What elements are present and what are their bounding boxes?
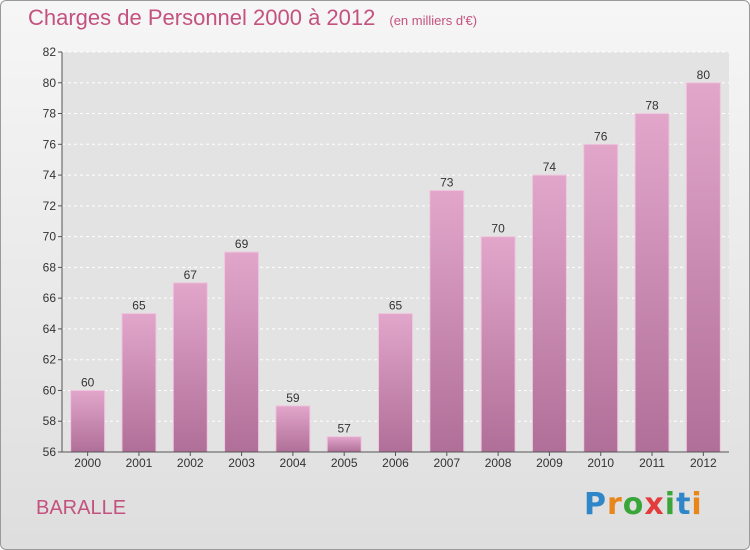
- x-tick-label-2011: 2011: [639, 456, 665, 470]
- x-tick-label-2004: 2004: [280, 456, 307, 470]
- bar-2005: [326, 436, 362, 453]
- bar-2010: [583, 143, 619, 453]
- data-label-2009: 74: [543, 160, 557, 174]
- data-label-2011: 78: [645, 99, 659, 113]
- bar-2002: [172, 282, 208, 453]
- data-label-2001: 65: [132, 299, 146, 313]
- data-label-2007: 73: [440, 175, 454, 189]
- logo-letter: o: [622, 487, 645, 522]
- y-tick-label-60: 60: [43, 383, 57, 397]
- bar-2000: [70, 389, 106, 453]
- x-tick-label-2012: 2012: [690, 456, 717, 470]
- y-tick-label-70: 70: [43, 230, 57, 244]
- y-tick-label-56: 56: [43, 445, 57, 459]
- logo-letter: i: [664, 487, 677, 522]
- y-tick-label-66: 66: [43, 291, 57, 305]
- title-text: Charges de Personnel 2000 à 2012: [28, 5, 376, 30]
- proxiti-logo: Proxiti: [584, 487, 703, 522]
- y-tick-label-68: 68: [43, 260, 57, 274]
- x-tick-label-2007: 2007: [433, 456, 460, 470]
- x-tick-label-2006: 2006: [382, 456, 409, 470]
- data-label-2006: 65: [389, 299, 403, 313]
- bar-2009: [531, 174, 567, 453]
- y-tick-label-58: 58: [43, 414, 57, 428]
- x-tick-label-2000: 2000: [74, 456, 101, 470]
- logo-letter: r: [607, 487, 623, 522]
- bars: [70, 82, 721, 453]
- y-tick-label-74: 74: [43, 168, 57, 182]
- bar-2004: [275, 405, 311, 453]
- data-label-2010: 76: [594, 129, 608, 143]
- logo-letter: i: [691, 487, 703, 522]
- y-tick-label-80: 80: [43, 76, 57, 90]
- bar-2001: [121, 313, 157, 453]
- y-tick-label-64: 64: [43, 322, 57, 336]
- y-axis: 56 58 60 62 64 66 68 70 72 74 76 78 80 82: [43, 45, 63, 459]
- data-label-2002: 67: [184, 268, 198, 282]
- x-tick-label-2008: 2008: [485, 456, 512, 470]
- bar-2006: [378, 313, 413, 453]
- town-name: BARALLE: [36, 497, 127, 519]
- data-label-2004: 59: [286, 391, 300, 405]
- logo-letter: P: [584, 487, 607, 522]
- x-tick-label-2002: 2002: [177, 456, 204, 470]
- bar-2012: [685, 82, 721, 453]
- logo-letter: t: [676, 487, 692, 522]
- bar-2011: [634, 113, 670, 453]
- y-tick-label-62: 62: [43, 353, 57, 367]
- y-tick-label-82: 82: [43, 45, 57, 59]
- bar-2007: [429, 189, 465, 453]
- x-axis: 2000 2001 2002 2003 2004 2005 2006 2007 2008 2009…: [62, 451, 729, 470]
- x-tick-label-2009: 2009: [536, 456, 563, 470]
- y-tick-label-76: 76: [43, 137, 57, 151]
- y-tick-label-72: 72: [43, 199, 57, 213]
- x-tick-label-2003: 2003: [228, 456, 255, 470]
- x-tick-label-2001: 2001: [126, 456, 153, 470]
- data-label-2012: 80: [697, 68, 711, 82]
- x-tick-label-2010: 2010: [587, 456, 614, 470]
- bar-2003: [224, 251, 260, 453]
- data-label-2000: 60: [81, 375, 95, 389]
- data-labels: 60 65 67 69 59 57 65 73 70 74 76 78 80: [81, 68, 710, 436]
- x-tick-label-2005: 2005: [331, 456, 358, 470]
- bar-2008: [480, 236, 516, 453]
- unit-label: (en milliers d'€): [389, 13, 478, 28]
- data-label-2008: 70: [491, 222, 505, 236]
- y-tick-label-78: 78: [43, 107, 57, 121]
- data-label-2003: 69: [235, 237, 249, 251]
- data-label-2005: 57: [338, 422, 352, 436]
- chart-title: Charges de Personnel 2000 à 2012 (en mill…: [28, 5, 477, 31]
- logo-letter: x: [644, 487, 665, 522]
